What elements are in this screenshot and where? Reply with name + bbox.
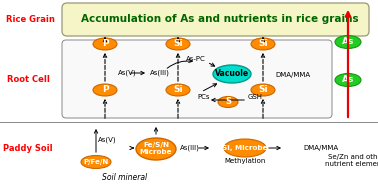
Ellipse shape: [224, 139, 266, 157]
Ellipse shape: [213, 65, 251, 83]
Ellipse shape: [335, 73, 361, 86]
Ellipse shape: [251, 84, 275, 96]
Text: Fe/S/N: Fe/S/N: [143, 142, 169, 148]
Ellipse shape: [136, 138, 176, 160]
Text: DMA/MMA: DMA/MMA: [303, 145, 338, 151]
Text: Si: Si: [173, 39, 183, 49]
Ellipse shape: [166, 84, 190, 96]
Text: As: As: [342, 76, 354, 84]
Text: Methylation: Methylation: [224, 158, 266, 164]
Ellipse shape: [218, 97, 238, 108]
Text: PCs: PCs: [197, 94, 209, 100]
Text: P: P: [102, 39, 108, 49]
Text: As-PC: As-PC: [186, 56, 206, 62]
Text: S: S: [225, 97, 231, 107]
Text: Vacuole: Vacuole: [215, 70, 249, 78]
Text: Accumulation of As and nutrients in rice grains: Accumulation of As and nutrients in rice…: [81, 15, 359, 25]
Ellipse shape: [93, 38, 117, 50]
Text: As: As: [342, 38, 354, 46]
Ellipse shape: [81, 155, 111, 169]
Text: GSH: GSH: [248, 94, 263, 100]
Text: As(III): As(III): [150, 70, 170, 76]
Text: Soil mineral: Soil mineral: [102, 172, 147, 182]
FancyBboxPatch shape: [62, 40, 332, 118]
Text: Se/Zn and other
nutrient elements: Se/Zn and other nutrient elements: [325, 153, 378, 166]
Ellipse shape: [93, 84, 117, 96]
Text: Si: Si: [173, 86, 183, 94]
Ellipse shape: [166, 38, 190, 50]
Text: Root Cell: Root Cell: [6, 75, 50, 84]
Text: As(V): As(V): [98, 137, 117, 143]
Ellipse shape: [335, 36, 361, 49]
Text: Si, Microbe: Si, Microbe: [222, 145, 268, 151]
FancyBboxPatch shape: [62, 3, 369, 36]
Ellipse shape: [251, 38, 275, 50]
Text: DMA/MMA: DMA/MMA: [276, 72, 311, 78]
Text: As(III): As(III): [180, 145, 200, 151]
Text: Si: Si: [258, 39, 268, 49]
Text: Microbe: Microbe: [140, 149, 172, 155]
Text: P: P: [102, 86, 108, 94]
Text: Paddy Soil: Paddy Soil: [3, 144, 53, 153]
Text: As(V): As(V): [118, 70, 136, 76]
Text: Rice Grain: Rice Grain: [6, 15, 54, 24]
Text: Si: Si: [258, 86, 268, 94]
Text: P/Fe/N: P/Fe/N: [84, 159, 108, 165]
